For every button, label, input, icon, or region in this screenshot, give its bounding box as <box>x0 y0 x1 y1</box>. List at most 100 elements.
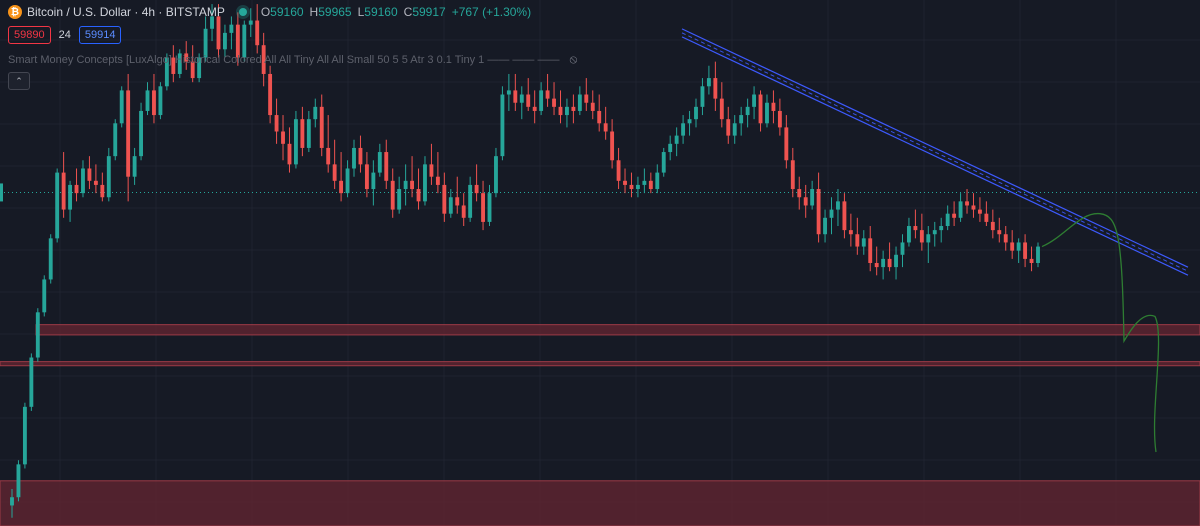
candle-body <box>926 234 931 243</box>
candle-body <box>1023 242 1028 259</box>
candle-body <box>842 201 847 231</box>
candle-body <box>184 53 189 62</box>
candle-body <box>448 197 453 214</box>
candle-body <box>1003 234 1008 243</box>
candle-body <box>371 172 376 190</box>
projection-drawing <box>1041 213 1160 453</box>
candle-body <box>190 61 195 79</box>
candle-body <box>1036 246 1040 263</box>
candle-body <box>1010 242 1015 251</box>
candle-body <box>919 230 924 243</box>
candle-body <box>126 90 131 177</box>
candle-body <box>848 230 853 235</box>
indicator-label: Smart Money Concepts [LuxAlgo] Historica… <box>8 53 560 66</box>
eye-slash-icon[interactable]: ⦸ <box>569 52 578 66</box>
zone-rect <box>0 480 1200 526</box>
candle-body <box>732 123 737 136</box>
indicator-legend[interactable]: Smart Money Concepts [LuxAlgo] Historica… <box>8 52 577 67</box>
candle-body <box>623 180 627 185</box>
candle-body <box>35 312 40 358</box>
candle-body <box>932 230 937 235</box>
candle-body <box>881 258 886 268</box>
candle-body <box>584 94 589 103</box>
candle-body <box>687 119 692 124</box>
buy-button[interactable]: 59914 <box>78 26 122 44</box>
candle-body <box>829 209 834 218</box>
candle-body <box>48 238 53 280</box>
candle-body <box>119 90 124 124</box>
candle-body <box>210 16 214 29</box>
candle-body <box>319 106 324 148</box>
candle-body <box>10 497 14 506</box>
candle-body <box>571 106 576 111</box>
candle-body <box>642 180 647 185</box>
candle-body <box>719 98 724 120</box>
candle-body <box>281 131 285 144</box>
price-marker <box>0 183 3 202</box>
spread-value: 24 <box>58 29 71 41</box>
candle-body <box>674 135 679 144</box>
candle-body <box>945 213 950 227</box>
candle-body <box>558 106 563 116</box>
candle-body <box>745 106 750 116</box>
candle-body <box>1016 242 1021 251</box>
candle-body <box>384 152 389 181</box>
sell-button[interactable]: 59890 <box>8 26 51 44</box>
candle-body <box>855 234 860 247</box>
symbol-title[interactable]: Bitcoin / U.S. Dollar · 4h · BITSTAMP <box>27 5 225 19</box>
candle-body <box>397 189 402 210</box>
candle-body <box>261 45 266 74</box>
ohlc-open: O59160 <box>260 5 304 19</box>
candle-body <box>526 94 531 107</box>
candle-body <box>481 193 485 222</box>
candle-body <box>726 119 731 136</box>
candle-body <box>971 205 976 210</box>
candle-body <box>461 205 466 218</box>
bitcoin-icon[interactable]: ₿ <box>8 5 22 19</box>
candle-body <box>545 90 550 99</box>
market-status-dot <box>238 8 247 16</box>
candle-body <box>990 221 995 231</box>
candle-body <box>513 90 518 103</box>
candle-body <box>565 106 569 116</box>
trade-panel: 59890 24 59914 <box>8 26 122 44</box>
candle-body <box>268 73 273 116</box>
candle-body <box>203 28 208 58</box>
candle-body <box>364 164 369 190</box>
candle-body <box>339 180 344 194</box>
candle-body <box>500 94 505 157</box>
candle-body <box>648 180 653 190</box>
candle-body <box>468 184 473 218</box>
candle-body <box>771 102 776 111</box>
candle-body <box>403 180 408 190</box>
collapse-legend-button[interactable]: ⌃ <box>8 72 30 90</box>
candle-body <box>326 147 331 165</box>
candle-body <box>474 184 479 194</box>
candle-body <box>145 90 150 111</box>
candle-body <box>152 90 156 116</box>
candle-body <box>171 57 176 74</box>
candle-body <box>997 230 1002 235</box>
candle-body <box>139 110 143 157</box>
candle-body <box>694 106 698 120</box>
candle-body <box>87 168 92 181</box>
candle-body <box>836 201 840 210</box>
candle-body <box>810 189 815 206</box>
candle-body <box>42 279 47 313</box>
candle-body <box>197 57 202 79</box>
candle-body <box>894 254 898 268</box>
candle-body <box>506 90 511 95</box>
symbol-legend: ₿ Bitcoin / U.S. Dollar · 4h · BITSTAMP … <box>8 4 531 20</box>
candle-body <box>655 172 660 190</box>
candle-body <box>539 90 544 111</box>
ohlc-low: L59160 <box>357 5 398 19</box>
candle-body <box>887 258 892 268</box>
candle-body <box>177 53 182 74</box>
candle-body <box>313 106 318 120</box>
candle-body <box>455 197 460 206</box>
candle-body <box>229 24 234 33</box>
candle-body <box>293 119 298 165</box>
candle-body <box>416 189 421 202</box>
candle-body <box>984 213 989 222</box>
